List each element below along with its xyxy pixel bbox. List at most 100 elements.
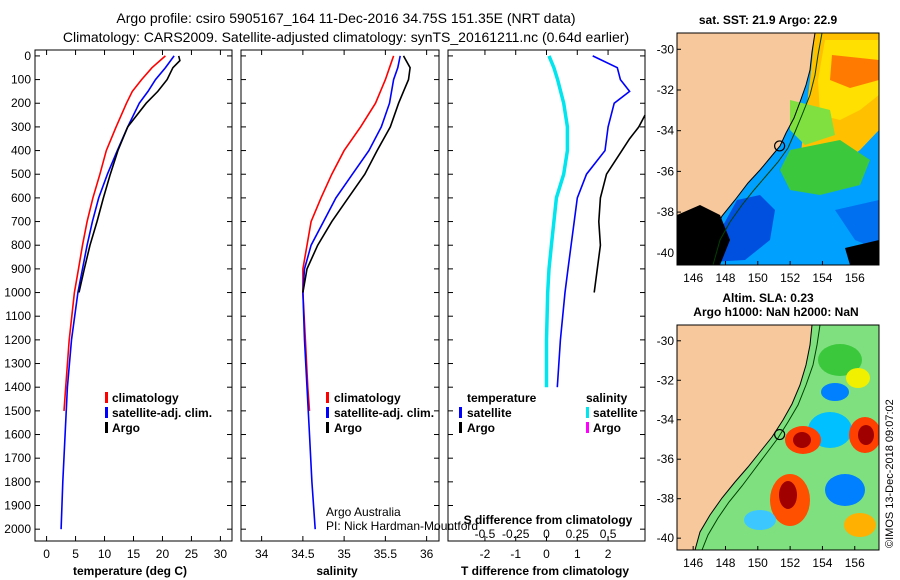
- depth-tick-label: 1800: [4, 475, 31, 489]
- sla-feature: [844, 513, 876, 537]
- legend-satellite-adj: satellite-adj. clim.: [112, 406, 212, 420]
- sla-high-core: [858, 425, 874, 445]
- legend-climatology: climatology: [334, 391, 401, 405]
- diff-series-t-satellite: [556, 55, 631, 388]
- lon-tick-label: 156: [845, 271, 865, 285]
- depth-tick-label: 800: [11, 238, 31, 252]
- depth-tick-label: 500: [11, 167, 31, 181]
- salinity-legend: climatology satellite-adj. clim. Argo: [326, 391, 434, 435]
- legend-argo: Argo: [334, 421, 362, 435]
- depth-tick-label: 900: [11, 262, 31, 276]
- lat-tick-label: -36: [657, 164, 675, 178]
- depth-tick-label: 100: [11, 73, 31, 87]
- credit-line-1: Argo Australia: [326, 505, 401, 519]
- sla-map-frame: [676, 324, 880, 551]
- depth-tick-label: 1400: [4, 380, 31, 394]
- lon-tick-label: 150: [748, 271, 768, 285]
- temp-series-argo: [78, 55, 181, 293]
- coastline: [694, 325, 813, 550]
- legend-t-argo-marker: [459, 422, 462, 433]
- x-tick-label: 25: [185, 547, 199, 561]
- s-diff-tick-label: -0.5: [475, 527, 496, 541]
- temp-series-climatology: [63, 55, 166, 411]
- lon-tick-label: 154: [812, 271, 832, 285]
- hot-spot: [830, 55, 879, 88]
- x-tick-label: 30: [214, 547, 228, 561]
- lat-tick-label: -40: [657, 531, 675, 545]
- sst-map-frame: [676, 32, 880, 266]
- x-tick-label: 20: [156, 547, 170, 561]
- sla-feature: [846, 368, 870, 388]
- x-tick-label: 35.5: [374, 547, 398, 561]
- lat-tick-label: -34: [657, 124, 675, 138]
- legend-argo-marker: [326, 422, 329, 433]
- coastal-current: [790, 100, 835, 145]
- depth-tick-label: 300: [11, 120, 31, 134]
- legend-satellite-adj: satellite-adj. clim.: [334, 406, 434, 420]
- legend-argo-marker: [105, 422, 108, 433]
- x-tick-label: 34.5: [291, 547, 315, 561]
- lat-tick-label: -30: [657, 334, 675, 348]
- x-tick-label: 0: [543, 547, 550, 561]
- depth-tick-label: 1200: [4, 333, 31, 347]
- x-tick-label: 34: [255, 547, 269, 561]
- sla-low: [744, 510, 776, 530]
- lat-tick-label: -38: [657, 205, 675, 219]
- depth-tick-label: 1700: [4, 451, 31, 465]
- shelf-contour: [712, 33, 823, 265]
- diff-series-s-satellite: [544, 55, 570, 388]
- temperature-axis-label: temperature (deg C): [73, 564, 187, 578]
- legend-t-satellite: satellite: [467, 406, 512, 420]
- temp-series-satellite-adj-clim-: [60, 55, 175, 530]
- depth-tick-label: 700: [11, 215, 31, 229]
- depth-tick-label: 1300: [4, 357, 31, 371]
- credit-line-2: PI: Nick Hardman-Mountford: [326, 519, 478, 533]
- s-difference-axis-label: S difference from climatology: [464, 513, 633, 527]
- sla-map-title-2: Argo h1000: NaN h2000: NaN: [693, 305, 858, 319]
- lon-tick-label: 152: [780, 271, 800, 285]
- float-position-marker: [774, 428, 786, 441]
- legend-t-satellite-marker: [459, 407, 462, 418]
- sal-series-satellite-adj-clim-: [302, 55, 401, 530]
- cool-water-offshore: [835, 200, 879, 250]
- t-difference-axis-label: T difference from climatology: [461, 564, 629, 578]
- lat-tick-label: -34: [657, 413, 675, 427]
- float-position-marker: [774, 140, 786, 152]
- temperature-legend: climatology satellite-adj. clim. Argo: [105, 391, 212, 435]
- legend-s-argo-marker: [586, 422, 589, 433]
- s-diff-tick-label: 0: [543, 527, 550, 541]
- diff-series-t-argo: [593, 114, 646, 293]
- depth-tick-label: 600: [11, 191, 31, 205]
- x-tick-label: 35: [337, 547, 351, 561]
- difference-legend: temperature salinity satellite Argo sate…: [459, 391, 638, 435]
- lon-tick-label: 148: [715, 271, 735, 285]
- salinity-axis-label: salinity: [316, 564, 358, 578]
- lon-tick-label: 146: [683, 271, 703, 285]
- salinity-panel-frame: [240, 49, 440, 542]
- sst-map-title: sat. SST: 21.9 Argo: 22.9: [699, 13, 838, 27]
- sal-series-argo: [302, 55, 411, 293]
- lat-tick-label: -32: [657, 373, 675, 387]
- lon-tick-label: 156: [845, 556, 865, 570]
- s-diff-tick-label: 0.25: [566, 527, 590, 541]
- no-data-region-2: [845, 240, 879, 265]
- depth-tick-label: 400: [11, 144, 31, 158]
- x-tick-label: 2: [605, 547, 612, 561]
- legend-climatology-marker: [326, 392, 329, 403]
- depth-tick-label: 1500: [4, 404, 31, 418]
- lon-tick-label: 148: [715, 556, 735, 570]
- legend-s-satellite-marker: [586, 407, 589, 418]
- x-tick-label: 0: [43, 547, 50, 561]
- lat-tick-label: -38: [657, 492, 675, 506]
- x-tick-label: 5: [72, 547, 79, 561]
- legend-climatology: climatology: [112, 391, 179, 405]
- x-tick-label: -2: [480, 547, 491, 561]
- x-tick-label: 1: [574, 547, 581, 561]
- sst-map: [677, 33, 879, 265]
- depth-tick-label: 200: [11, 96, 31, 110]
- x-tick-label: 10: [98, 547, 112, 561]
- sla-map-title-1: Altim. SLA: 0.23: [722, 291, 814, 305]
- lat-tick-label: -40: [657, 246, 675, 260]
- legend-satellite-marker: [326, 407, 329, 418]
- x-tick-label: -1: [510, 547, 521, 561]
